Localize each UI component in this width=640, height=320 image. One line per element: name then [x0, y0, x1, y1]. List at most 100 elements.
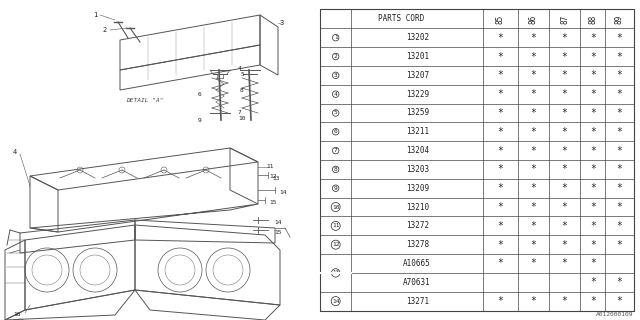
Text: 86: 86 — [529, 14, 538, 23]
Text: *: * — [590, 52, 596, 61]
Text: *: * — [616, 277, 623, 287]
Text: *: * — [531, 259, 536, 268]
Text: *: * — [616, 202, 623, 212]
Text: *: * — [562, 127, 568, 137]
Text: *: * — [497, 89, 503, 99]
Text: 13203: 13203 — [406, 165, 429, 174]
Text: 2: 2 — [334, 54, 337, 59]
Text: A70631: A70631 — [403, 278, 431, 287]
Text: 15: 15 — [0, 237, 1, 243]
Text: *: * — [531, 164, 536, 174]
Text: *: * — [616, 70, 623, 80]
Text: 13271: 13271 — [406, 297, 429, 306]
Text: 15: 15 — [275, 229, 282, 235]
Text: 13: 13 — [272, 175, 280, 180]
Text: 13211: 13211 — [406, 127, 429, 136]
Text: *: * — [497, 259, 503, 268]
Text: 13259: 13259 — [406, 108, 429, 117]
Text: *: * — [562, 183, 568, 193]
Text: *: * — [531, 240, 536, 250]
Text: 7: 7 — [334, 148, 337, 153]
Text: 8: 8 — [334, 167, 337, 172]
Text: *: * — [616, 296, 623, 306]
Text: *: * — [590, 202, 596, 212]
Text: 13210: 13210 — [406, 203, 429, 212]
Text: 13202: 13202 — [406, 33, 429, 42]
Text: 85: 85 — [496, 14, 505, 23]
Text: 6: 6 — [198, 92, 202, 98]
Text: *: * — [616, 89, 623, 99]
Text: *: * — [497, 33, 503, 43]
Text: A012000109: A012000109 — [596, 312, 634, 317]
Text: *: * — [590, 296, 596, 306]
Text: 1: 1 — [334, 35, 337, 40]
Text: *: * — [616, 183, 623, 193]
Text: *: * — [562, 240, 568, 250]
Text: A10665: A10665 — [403, 259, 431, 268]
Text: *: * — [531, 70, 536, 80]
Text: *: * — [562, 164, 568, 174]
Text: *: * — [562, 89, 568, 99]
Text: *: * — [497, 146, 503, 156]
Text: 6: 6 — [334, 129, 337, 134]
Text: 13209: 13209 — [406, 184, 429, 193]
Text: *: * — [531, 202, 536, 212]
Text: *: * — [616, 164, 623, 174]
Text: 88: 88 — [588, 14, 597, 23]
Text: *: * — [562, 33, 568, 43]
Text: 11: 11 — [332, 223, 339, 228]
Text: 15: 15 — [269, 201, 276, 205]
Text: 13229: 13229 — [406, 90, 429, 99]
Text: *: * — [590, 127, 596, 137]
Text: *: * — [497, 70, 503, 80]
Text: *: * — [497, 221, 503, 231]
Text: 1: 1 — [93, 12, 97, 18]
Text: *: * — [616, 108, 623, 118]
Text: 16: 16 — [13, 313, 20, 317]
Text: *: * — [497, 202, 503, 212]
Text: *: * — [562, 221, 568, 231]
Text: *: * — [531, 296, 536, 306]
Text: *: * — [497, 52, 503, 61]
Text: 89: 89 — [615, 14, 624, 23]
Text: 14: 14 — [332, 299, 339, 304]
Text: 13272: 13272 — [406, 221, 429, 230]
Text: 4: 4 — [334, 92, 337, 97]
Text: 14: 14 — [275, 220, 282, 225]
Text: PARTS CORD: PARTS CORD — [378, 14, 425, 23]
Text: 5: 5 — [334, 110, 337, 116]
Text: *: * — [616, 221, 623, 231]
Text: *: * — [590, 277, 596, 287]
Text: *: * — [562, 296, 568, 306]
Text: *: * — [562, 70, 568, 80]
Text: 10: 10 — [238, 116, 246, 121]
Text: *: * — [497, 240, 503, 250]
Text: *: * — [562, 108, 568, 118]
Text: *: * — [531, 89, 536, 99]
Text: 11: 11 — [266, 164, 274, 170]
Text: *: * — [590, 70, 596, 80]
Text: 10: 10 — [332, 204, 339, 210]
Text: *: * — [616, 240, 623, 250]
Text: 9: 9 — [334, 186, 337, 191]
Text: *: * — [616, 146, 623, 156]
Text: *: * — [531, 33, 536, 43]
Text: *: * — [531, 52, 536, 61]
Text: *: * — [531, 108, 536, 118]
Text: 14: 14 — [279, 190, 287, 196]
Text: 9: 9 — [198, 117, 202, 123]
Text: 7: 7 — [238, 110, 242, 116]
Text: 13204: 13204 — [406, 146, 429, 155]
Text: 4: 4 — [13, 149, 17, 155]
Text: *: * — [562, 146, 568, 156]
Text: *: * — [531, 146, 536, 156]
Text: 2: 2 — [103, 27, 107, 33]
Text: *: * — [590, 33, 596, 43]
Text: 13201: 13201 — [406, 52, 429, 61]
Text: 3: 3 — [334, 73, 337, 78]
Text: *: * — [497, 108, 503, 118]
Text: 13207: 13207 — [406, 71, 429, 80]
Text: *: * — [590, 221, 596, 231]
Text: DETAIL "A": DETAIL "A" — [126, 98, 164, 102]
Text: *: * — [590, 259, 596, 268]
